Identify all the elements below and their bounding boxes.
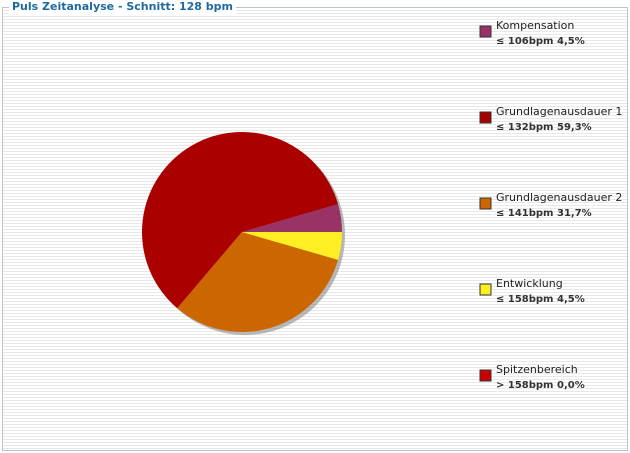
pie-slice <box>141 131 339 309</box>
legend-swatch <box>479 111 492 124</box>
chart-title: Puls Zeitanalyse - Schnitt: 128 bpm <box>9 0 236 14</box>
legend-threshold: ≤ 141bpm <box>496 208 553 219</box>
legend-threshold: ≤ 106bpm <box>496 36 553 47</box>
legend-value: 0,0% <box>557 380 585 391</box>
legend-value: 4,5% <box>557 294 585 305</box>
pie-slice <box>242 204 342 232</box>
legend-threshold: ≤ 132bpm <box>496 122 553 133</box>
legend-label: Spitzenbereich <box>496 363 578 376</box>
legend-value: 31,7% <box>557 208 592 219</box>
legend-threshold: ≤ 158bpm <box>496 294 553 305</box>
legend-label: Grundlagenausdauer 2 <box>496 191 622 204</box>
legend-label: Kompensation <box>496 19 574 32</box>
legend-swatch <box>479 197 492 210</box>
pie-slice <box>177 232 339 333</box>
legend-value: 59,3% <box>557 122 592 133</box>
legend-swatch <box>479 25 492 38</box>
legend-swatch <box>479 283 492 296</box>
legend-label: Grundlagenausdauer 1 <box>496 105 622 118</box>
legend-swatch <box>479 369 492 382</box>
legend-label: Entwicklung <box>496 277 563 290</box>
legend-threshold: > 158bpm <box>496 380 553 391</box>
pie-slice <box>242 232 342 260</box>
legend-value: 4,5% <box>557 36 585 47</box>
